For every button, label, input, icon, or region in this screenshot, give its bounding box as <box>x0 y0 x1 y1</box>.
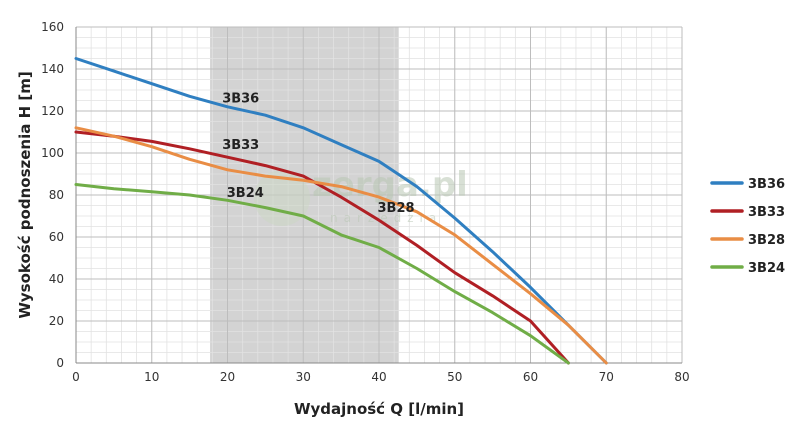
y-tick-label: 140 <box>41 62 64 76</box>
y-tick-label: 20 <box>49 314 64 328</box>
y-tick-label: 100 <box>41 146 64 160</box>
x-tick-label: 60 <box>523 370 538 384</box>
y-tick-label: 60 <box>49 230 64 244</box>
legend-label-3b36: 3B36 <box>748 177 785 192</box>
x-tick-label: 20 <box>220 370 235 384</box>
legend-label-3b28: 3B28 <box>748 233 785 248</box>
series-label-3b24: 3B24 <box>227 186 264 201</box>
y-tick-label: 160 <box>41 20 64 34</box>
series-label-3b36: 3B36 <box>222 92 259 107</box>
x-axis-title: Wydajność Q [l/min] <box>294 400 464 418</box>
legend-label-3b24: 3B24 <box>748 261 785 276</box>
x-tick-label: 40 <box>371 370 386 384</box>
y-tick-label: 120 <box>41 104 64 118</box>
watermark-logo: zerga.pl narzędzia <box>254 165 468 226</box>
y-tick-label: 40 <box>49 272 64 286</box>
major-grid <box>75 26 683 364</box>
axes <box>75 27 682 364</box>
x-tick-label: 80 <box>674 370 689 384</box>
legend: 3B36 3B33 3B28 3B24 <box>710 177 785 276</box>
watermark-sub: narzędzia <box>330 211 442 225</box>
series-line-3b33 <box>74 130 570 365</box>
x-tick-label: 70 <box>599 370 614 384</box>
x-tick-labels: 0 10 20 30 40 50 60 70 80 <box>72 370 689 384</box>
legend-label-3b33: 3B33 <box>748 205 785 220</box>
series-line-3b36 <box>74 57 608 365</box>
y-axis-title: Wysokość podnoszenia H [m] <box>16 71 34 318</box>
series-labels: 3B36 3B33 3B28 3B24 <box>222 92 414 216</box>
x-tick-label: 0 <box>72 370 80 384</box>
y-tick-labels: 0 20 40 60 80 100 120 140 160 <box>41 20 64 370</box>
x-tick-label: 30 <box>296 370 311 384</box>
series-line-3b24 <box>74 183 570 365</box>
series-lines <box>74 57 608 365</box>
series-label-3b33: 3B33 <box>222 138 259 153</box>
y-tick-label: 80 <box>49 188 64 202</box>
series-line-3b28 <box>74 126 608 365</box>
x-tick-label: 10 <box>144 370 159 384</box>
x-tick-label: 50 <box>447 370 462 384</box>
series-label-3b28: 3B28 <box>377 201 414 216</box>
y-tick-label: 0 <box>56 356 64 370</box>
